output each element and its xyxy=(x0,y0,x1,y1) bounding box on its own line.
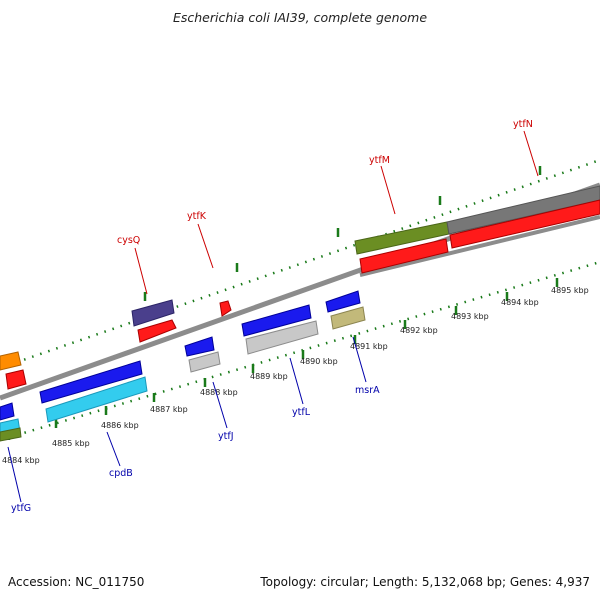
scale-tick-label: 4890 kbp xyxy=(300,357,338,366)
forward-gene-labels: cysQ ytfK ytfM ytfN xyxy=(117,119,539,295)
gene-arrow[interactable] xyxy=(446,185,600,235)
gene-arrow[interactable] xyxy=(449,199,600,249)
accession-info: Accession: NC_011750 xyxy=(8,575,145,589)
forward-strand-genes xyxy=(0,185,600,390)
gene-arrow[interactable] xyxy=(325,290,361,313)
gene-arrow[interactable] xyxy=(0,427,22,442)
gene-arrow[interactable] xyxy=(188,351,221,373)
scale-tick-label: 4885 kbp xyxy=(52,439,90,448)
topology-info: Topology: circular; Length: 5,132,068 bp… xyxy=(260,575,590,589)
gene-arrow[interactable] xyxy=(0,351,22,371)
gene-arrow[interactable] xyxy=(137,319,177,343)
gene-label-cpdB[interactable]: cpdB xyxy=(109,468,133,479)
scale-tick-label: 4887 kbp xyxy=(150,405,188,414)
gene-arrow[interactable] xyxy=(241,304,312,337)
gene-arrow[interactable] xyxy=(330,306,366,330)
gene-label-ytfN[interactable]: ytfN xyxy=(513,119,533,130)
gene-arrow[interactable] xyxy=(184,336,215,357)
scale-tick-label: 4884 kbp xyxy=(2,456,40,465)
scale-tick-label: 4892 kbp xyxy=(400,326,438,335)
scale-tick-label: 4891 kbp xyxy=(350,342,388,351)
gene-label-ytfL[interactable]: ytfL xyxy=(292,407,311,418)
map-title: Escherichia coli IAI39, complete genome xyxy=(172,10,428,25)
reverse-strand-genes xyxy=(0,290,366,442)
gene-arrow[interactable] xyxy=(359,238,449,274)
scale-tick-label: 4888 kbp xyxy=(200,388,238,397)
genome-backbone-inner xyxy=(359,215,600,277)
scale-tick-label: 4893 kbp xyxy=(451,312,489,321)
gene-label-cysQ[interactable]: cysQ xyxy=(117,235,140,246)
gene-arrow[interactable] xyxy=(219,300,232,317)
gene-label-ytfM[interactable]: ytfM xyxy=(369,155,390,166)
gene-label-ytfG[interactable]: ytfG xyxy=(11,503,31,514)
gene-arrow[interactable] xyxy=(131,299,175,327)
gene-arrow[interactable] xyxy=(45,376,148,423)
major-ticks xyxy=(7,166,559,440)
gene-arrow[interactable] xyxy=(5,369,27,390)
scale-tick-label: 4889 kbp xyxy=(250,372,288,381)
gene-label-msrA[interactable]: msrA xyxy=(355,385,380,396)
scale-tick-label: 4895 kbp xyxy=(551,286,589,295)
gene-label-ytfJ[interactable]: ytfJ xyxy=(218,431,234,442)
scale-tick-label: 4894 kbp xyxy=(501,298,539,307)
gene-arrow[interactable] xyxy=(39,360,143,404)
scale-tick-label: 4886 kbp xyxy=(101,421,139,430)
gene-label-ytfK[interactable]: ytfK xyxy=(187,211,207,222)
reverse-gene-labels: ytfG cpdB ytfJ ytfL msrA xyxy=(7,336,380,514)
gene-arrow[interactable] xyxy=(0,402,15,421)
gene-arrow[interactable] xyxy=(245,320,319,355)
